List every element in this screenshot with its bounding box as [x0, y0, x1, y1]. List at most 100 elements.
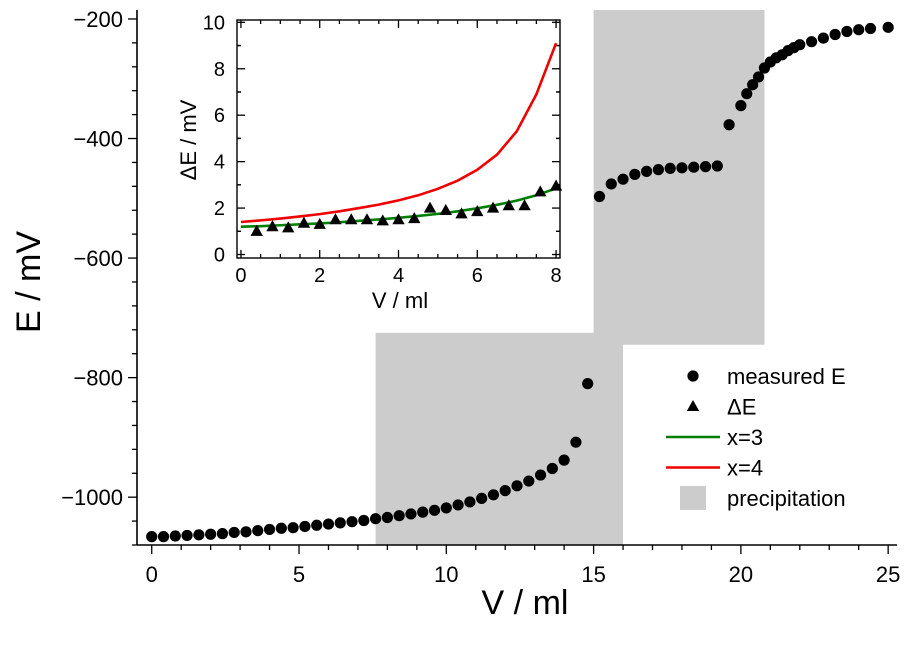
inset-x-tick-label: 0: [235, 265, 246, 287]
measured-e-point: [440, 502, 452, 514]
delta-e-point: [423, 201, 437, 213]
fit-line-x4: [240, 42, 558, 224]
y-tick-label: −1000: [61, 485, 123, 510]
measured-e-point: [405, 508, 417, 520]
inset-y-tick-label: 6: [214, 105, 225, 127]
measured-e-point: [723, 119, 735, 131]
y-axis-title: E / mV: [10, 231, 48, 333]
measured-e-point: [452, 499, 464, 511]
measured-e-point: [617, 173, 629, 185]
x-tick-label: 20: [729, 562, 753, 587]
measured-e-point: [417, 506, 429, 518]
legend-label: measured E: [727, 364, 846, 389]
measured-e-point: [358, 514, 370, 527]
inset-x-axis-title: V / ml: [372, 288, 428, 313]
measured-e-point: [476, 492, 488, 504]
delta-e-point: [518, 199, 531, 211]
inset-axes: 0 2 4 6 8 0 2 4 6 8 10: [203, 12, 562, 287]
delta-e-point: [313, 217, 326, 229]
measured-e-point: [735, 100, 747, 112]
measured-e-point: [817, 32, 829, 44]
measured-e-point: [263, 523, 276, 536]
measured-e-point: [393, 510, 405, 522]
measured-e-point: [752, 71, 765, 83]
measured-e-point: [370, 513, 382, 525]
measured-e-point: [157, 531, 170, 543]
measured-e-point: [216, 528, 229, 540]
measured-e-point: [805, 36, 818, 48]
measured-e-point: [311, 519, 323, 531]
measured-e-point: [181, 529, 193, 542]
x-tick-label: 10: [434, 562, 458, 587]
legend-item: x=4: [666, 456, 763, 481]
y-tick-label: −200: [73, 7, 123, 32]
measured-e-point: [511, 480, 523, 492]
legend-item: ΔE: [686, 395, 756, 420]
x-tick-label: 15: [581, 562, 605, 587]
measured-e-point: [487, 489, 500, 501]
delta-e-point: [297, 216, 311, 228]
measured-e-point: [641, 165, 653, 177]
y-tick-label: −400: [73, 127, 123, 152]
inset-y-tick-label: 8: [214, 59, 225, 81]
legend-label: x=4: [727, 456, 763, 481]
legend: measured E ΔE x=3 x=4 precipitation: [666, 364, 846, 511]
delta-e-point: [486, 201, 500, 213]
measured-e-point: [699, 161, 712, 173]
measured-e-point: [205, 528, 217, 540]
measured-e-point: [346, 516, 358, 528]
measured-e-point: [864, 22, 877, 35]
delta-e-point: [439, 203, 452, 215]
measured-e-point: [558, 454, 570, 466]
delta-e-point: [392, 213, 405, 225]
measured-e-point: [287, 522, 299, 534]
delta-e-point: [471, 205, 484, 217]
inset-y-tick-label: 2: [214, 198, 225, 220]
legend-circle-icon: [687, 370, 699, 382]
x-tick-label: 0: [146, 562, 158, 587]
inset-x-tick-label: 4: [393, 265, 404, 287]
precipitation-regions: [375, 10, 765, 545]
measured-e-point: [523, 475, 535, 487]
measured-e-point: [252, 525, 264, 537]
legend-label: x=3: [727, 425, 763, 450]
measured-e-point: [169, 530, 181, 542]
measured-e-point: [794, 39, 806, 51]
measured-e-point: [711, 160, 723, 172]
delta-e-point: [250, 224, 263, 236]
delta-e-point: [549, 179, 563, 191]
measured-e-point: [193, 529, 205, 541]
inset-y-axis-title: ΔE / mV: [176, 99, 201, 180]
measured-e-point: [546, 462, 558, 475]
delta-e-point: [345, 213, 358, 225]
x-axis-title: V / ml: [482, 584, 569, 622]
inset-x-tick-label: 2: [314, 265, 325, 287]
inset-y-tick-label: 10: [203, 12, 225, 34]
measured-e-point: [334, 517, 346, 529]
legend-box-icon: [680, 486, 706, 510]
delta-e-point: [376, 214, 389, 226]
measured-e-point: [629, 168, 641, 180]
measured-e-point: [428, 504, 441, 516]
measured-e-point: [240, 526, 252, 538]
measured-e-point: [882, 21, 894, 33]
inset-x-tick-label: 6: [472, 265, 483, 287]
y-tick-label: −800: [73, 366, 123, 391]
measured-e-point: [676, 162, 688, 174]
measured-e-point: [146, 531, 158, 543]
measured-e-point: [688, 161, 700, 173]
measured-e-point: [464, 496, 476, 508]
precipitation-region-1: [375, 332, 624, 545]
legend-item: x=3: [666, 425, 763, 450]
x-tick-label: 5: [293, 562, 305, 587]
legend-item: precipitation: [680, 486, 846, 511]
measured-e-point: [499, 485, 511, 497]
delta-e-point: [455, 207, 468, 219]
measured-e-point: [605, 178, 617, 190]
legend-triangle-icon: [686, 400, 700, 412]
measured-e-point: [652, 164, 664, 176]
legend-item: measured E: [687, 364, 846, 389]
measured-e-series: [146, 21, 894, 543]
inset-x-tick-label: 8: [550, 265, 561, 287]
